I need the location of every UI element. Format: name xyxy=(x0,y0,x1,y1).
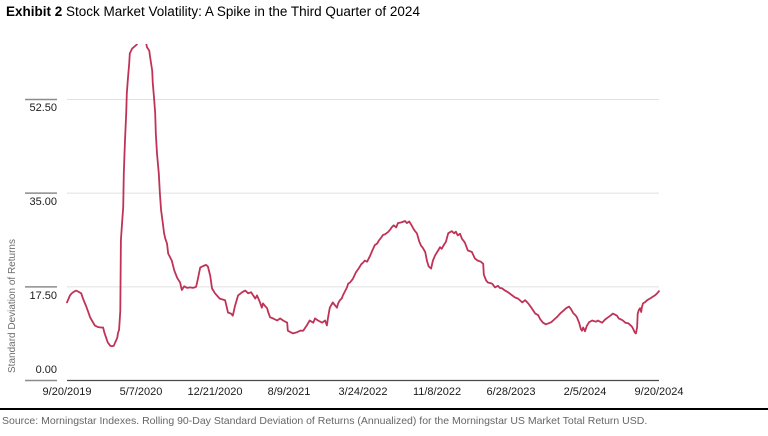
y-tick-label: 35.00 xyxy=(29,196,57,209)
x-tick-label: 3/24/2022 xyxy=(338,386,388,398)
footer-divider xyxy=(0,408,768,410)
chart-title-text: Stock Market Volatility: A Spike in the … xyxy=(62,4,420,19)
y-tick-label: 52.50 xyxy=(29,102,57,115)
x-tick-label: 6/28/2023 xyxy=(486,386,536,398)
source-note: Source: Morningstar Indexes. Rolling 90-… xyxy=(2,415,648,427)
volatility-line xyxy=(66,44,660,348)
chart-title: Exhibit 2 Stock Market Volatility: A Spi… xyxy=(6,4,420,19)
y-tick-label: 0.00 xyxy=(35,363,57,376)
y-axis-title: Standard Deviation of Returns xyxy=(7,239,18,373)
x-tick-label: 12/21/2020 xyxy=(187,386,243,398)
x-tick-label: 11/8/2022 xyxy=(412,386,462,398)
y-tick-label: 17.50 xyxy=(29,289,57,302)
exhibit-label: Exhibit 2 xyxy=(6,4,63,19)
x-tick-label: 5/7/2020 xyxy=(119,386,163,398)
x-tick-label: 8/9/2021 xyxy=(267,386,311,398)
x-tick-label: 9/20/2019 xyxy=(42,386,92,398)
x-tick-label: 9/20/2024 xyxy=(634,386,684,398)
x-tick-label: 2/5/2024 xyxy=(563,386,607,398)
